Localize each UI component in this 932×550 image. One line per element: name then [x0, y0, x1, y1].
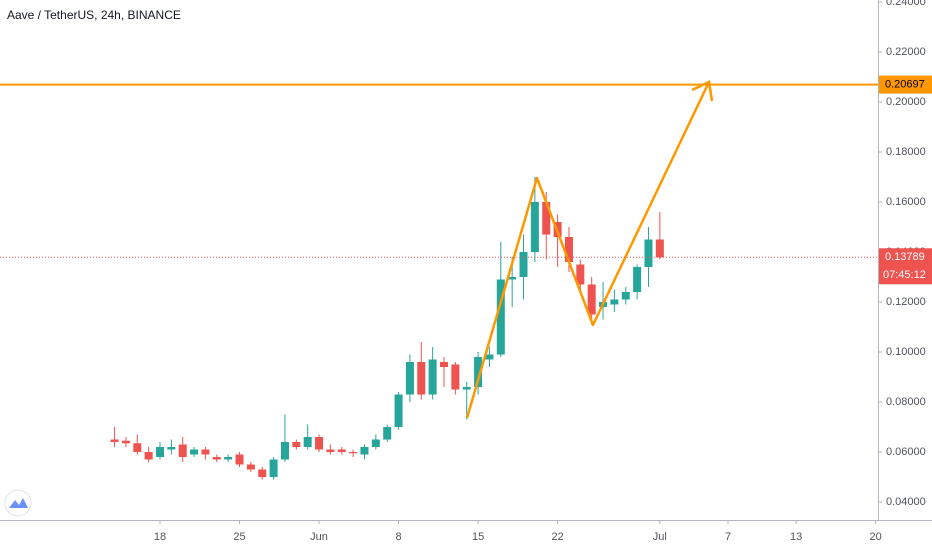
y-tick-label: 0.24000: [886, 0, 926, 8]
candle-body: [633, 267, 642, 292]
candle-body: [451, 364, 460, 390]
candle-body: [246, 464, 255, 470]
candle-body: [156, 447, 164, 457]
candle-body: [292, 442, 301, 447]
candle-body: [383, 427, 392, 440]
candle-body: [280, 442, 289, 460]
candle-body: [110, 439, 119, 442]
x-tick-label: 15: [472, 531, 484, 543]
y-tick-label: 0.12000: [886, 296, 926, 308]
y-tick-label: 0.22000: [886, 46, 926, 58]
candle-body: [530, 202, 539, 252]
candle-body: [644, 239, 653, 267]
x-tick-label: 25: [233, 531, 245, 543]
y-tick-label: 0.08000: [886, 396, 926, 408]
candle-body: [144, 452, 153, 460]
candle-body: [610, 299, 619, 305]
candle-body: [167, 447, 176, 450]
zigzag-drawing: [465, 81, 711, 419]
candle-body: [496, 279, 505, 355]
candle-body: [428, 359, 437, 395]
x-tick-label: 7: [725, 531, 731, 543]
x-tick-label: 22: [551, 531, 563, 543]
candle-body: [417, 362, 426, 395]
candle-body: [462, 387, 471, 390]
candle-body: [508, 277, 517, 280]
candle-body: [655, 239, 664, 258]
chart-title: Aave / TetherUS, 24h, BINANCE: [7, 8, 181, 22]
last-price-label: 0.13789: [885, 251, 925, 263]
candle-body: [190, 449, 199, 455]
logo: [4, 489, 32, 517]
candle-body: [303, 437, 312, 447]
candle-body: [474, 357, 483, 387]
candle-body: [258, 469, 267, 477]
candle-body: [212, 457, 221, 460]
candle-body: [201, 449, 210, 455]
candle-body: [485, 354, 494, 360]
candle-body: [519, 252, 528, 277]
x-tick-label: 18: [154, 531, 166, 543]
arrow-head: [691, 80, 714, 102]
candle-body: [315, 437, 324, 450]
x-tick-label: Jun: [310, 531, 328, 543]
plot: [110, 177, 664, 480]
candle-body: [337, 449, 346, 452]
candle-body: [121, 440, 130, 444]
y-tick-label: 0.06000: [886, 446, 926, 458]
x-tick-label: 13: [790, 531, 802, 543]
y-tick-label: 0.16000: [886, 196, 926, 208]
candle-body: [394, 394, 403, 427]
last-price-box: [879, 248, 932, 285]
candle-body: [621, 292, 630, 300]
x-tick-label: Jul: [653, 531, 667, 543]
countdown-label: 07:45:12: [883, 269, 926, 281]
candle-body: [542, 202, 551, 235]
candle-body: [349, 452, 358, 454]
candle-body: [235, 454, 244, 465]
candle-body: [564, 237, 573, 262]
level-label: 0.20697: [885, 78, 925, 90]
candle-body: [371, 439, 380, 447]
y-tick-label: 0.18000: [886, 146, 926, 158]
candle-body: [326, 449, 335, 452]
candle-body: [576, 264, 585, 285]
candle-body: [178, 444, 187, 457]
candle-body: [133, 443, 142, 452]
y-tick-label: 0.20000: [886, 96, 926, 108]
candle-body: [440, 362, 448, 367]
candle-body: [587, 284, 596, 315]
y-tick-label: 0.04000: [886, 496, 926, 508]
candle-body: [269, 459, 278, 477]
y-tick-label: 0.10000: [886, 346, 926, 358]
candle-body: [360, 447, 369, 455]
x-tick-label: 8: [395, 531, 401, 543]
candle-body: [405, 362, 414, 395]
x-tick-label: 20: [870, 531, 882, 543]
level-label-box: [879, 75, 932, 94]
candle-body: [224, 457, 233, 460]
